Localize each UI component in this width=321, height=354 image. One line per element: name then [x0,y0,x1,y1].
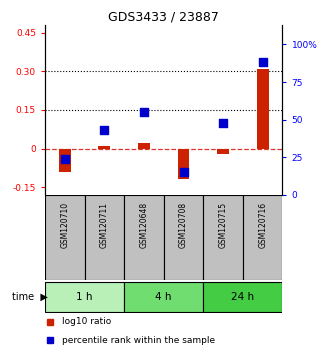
Text: GSM120648: GSM120648 [139,202,148,248]
Bar [84,195,124,280]
Bar [124,195,164,280]
Bar [217,149,229,154]
Bar [124,282,203,312]
Text: log10 ratio: log10 ratio [62,317,111,326]
Text: GSM120708: GSM120708 [179,202,188,248]
Point [181,170,186,175]
Bar [59,149,71,172]
Text: percentile rank within the sample: percentile rank within the sample [62,336,215,345]
Text: 24 h: 24 h [231,292,255,302]
Text: GSM120710: GSM120710 [60,202,69,248]
Point [102,127,107,133]
Text: GSM120711: GSM120711 [100,202,109,248]
Point [260,59,265,65]
Text: GSM120716: GSM120716 [258,202,267,248]
Point [141,109,146,115]
Point [62,156,67,162]
Bar [45,195,84,280]
Text: 1 h: 1 h [76,292,93,302]
Text: time  ▶: time ▶ [12,292,48,302]
Bar [45,282,124,312]
Bar [99,146,110,149]
Text: 4 h: 4 h [155,292,172,302]
Bar [178,149,189,179]
Bar [203,282,282,312]
Bar [164,195,203,280]
Title: GDS3433 / 23887: GDS3433 / 23887 [108,11,219,24]
Bar [257,69,269,149]
Point [221,120,226,126]
Text: GSM120715: GSM120715 [219,202,228,248]
Bar [138,143,150,149]
Bar [203,195,243,280]
Bar [243,195,282,280]
